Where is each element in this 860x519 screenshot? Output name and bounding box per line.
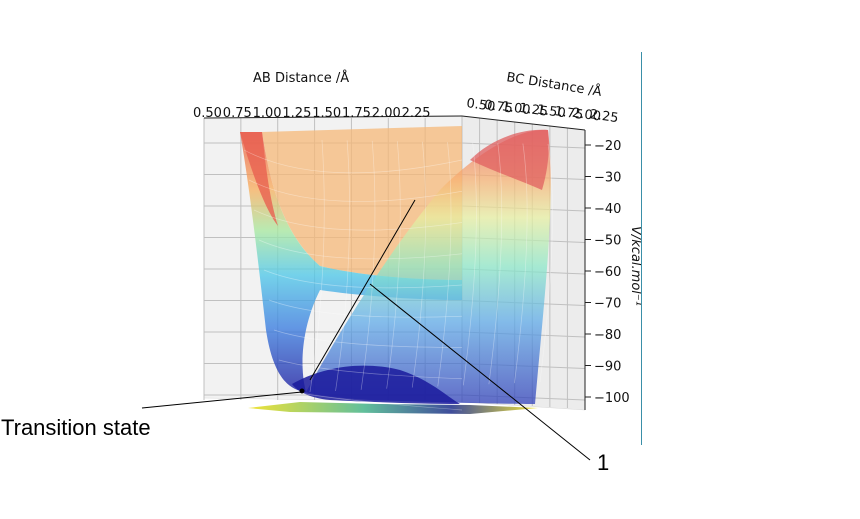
divider-line [641,52,642,445]
surface-left-face [240,132,278,226]
z-tick-label: −30 [594,171,621,186]
mesh-line [360,140,376,390]
y-tick-label: 0.50 [465,96,496,115]
mesh-line [243,149,463,174]
x-axis-ticks: 0.50 0.75 1.00 1.25 1.50 1.75 2.00 2.25 [193,106,431,121]
floor-contour [248,402,538,414]
y-tick-label: 2.25 [589,107,620,126]
surface-valley [292,365,460,404]
mesh-line [462,142,477,386]
y-tick-label: 1.50 [536,103,567,122]
annotation-1: 1 [597,450,609,475]
z-tick-label: −20 [594,139,621,154]
x-tick-label: 1.50 [312,106,341,121]
x-tick-label: 1.25 [282,106,311,121]
mesh-line [488,143,503,385]
mesh-line [335,140,350,391]
transition-state-point [299,388,305,394]
z-tick-label: −40 [594,202,621,217]
mesh-line [273,329,463,348]
annotation-leaders [141,199,591,461]
y-axis-label: BC Distance /Å [505,69,603,100]
mesh-line [263,269,463,289]
z-tick-label: −50 [594,234,621,249]
z-tick-label: −70 [594,297,621,312]
x-tick-label: 2.00 [372,106,401,121]
z-tick-label: −80 [594,328,621,343]
z-axis-ticks: −20 −30 −40 −50 −60 −70 −80 −90 −100 [585,139,630,406]
mesh-line [253,209,463,231]
x-tick-label: 1.00 [253,106,282,121]
mesh-line [248,179,463,202]
surface-crest [470,129,549,190]
x-tick-label: 0.50 [193,106,222,121]
mesh-line [278,359,463,380]
y-axis-ticks: 0.500.751.001.251.501.752.002.25 [465,96,619,126]
surface-right-wall [306,129,551,404]
y-tick-label: 1.75 [553,104,584,123]
mesh-line [411,141,426,388]
z-tick-label: −100 [594,391,630,406]
x-tick-label: 2.25 [402,106,431,121]
y-tick-label: 2.00 [571,106,602,125]
y-tick-label: 1.25 [518,101,549,120]
surface-left-wall [240,132,462,392]
z-tick-label: −90 [594,360,621,375]
mesh-line [437,142,452,387]
mesh-line [514,143,528,384]
x-tick-label: 0.75 [223,106,252,121]
z-axis-label: V/kcal.mol⁻¹ [628,226,643,306]
mesh-line [309,139,325,393]
mesh-line [258,239,463,260]
x-tick-label: 1.75 [342,106,371,121]
mesh-line [386,141,401,389]
y-tick-label: 0.75 [483,98,514,117]
annotation-transition-state: Transition state [1,415,151,440]
mesh-line [268,299,463,318]
energy-surface [240,126,553,414]
y-tick-label: 1.00 [501,99,532,118]
mesh-line [539,143,553,383]
z-tick-label: −60 [594,265,621,280]
x-axis-label: AB Distance /Å [253,70,349,86]
